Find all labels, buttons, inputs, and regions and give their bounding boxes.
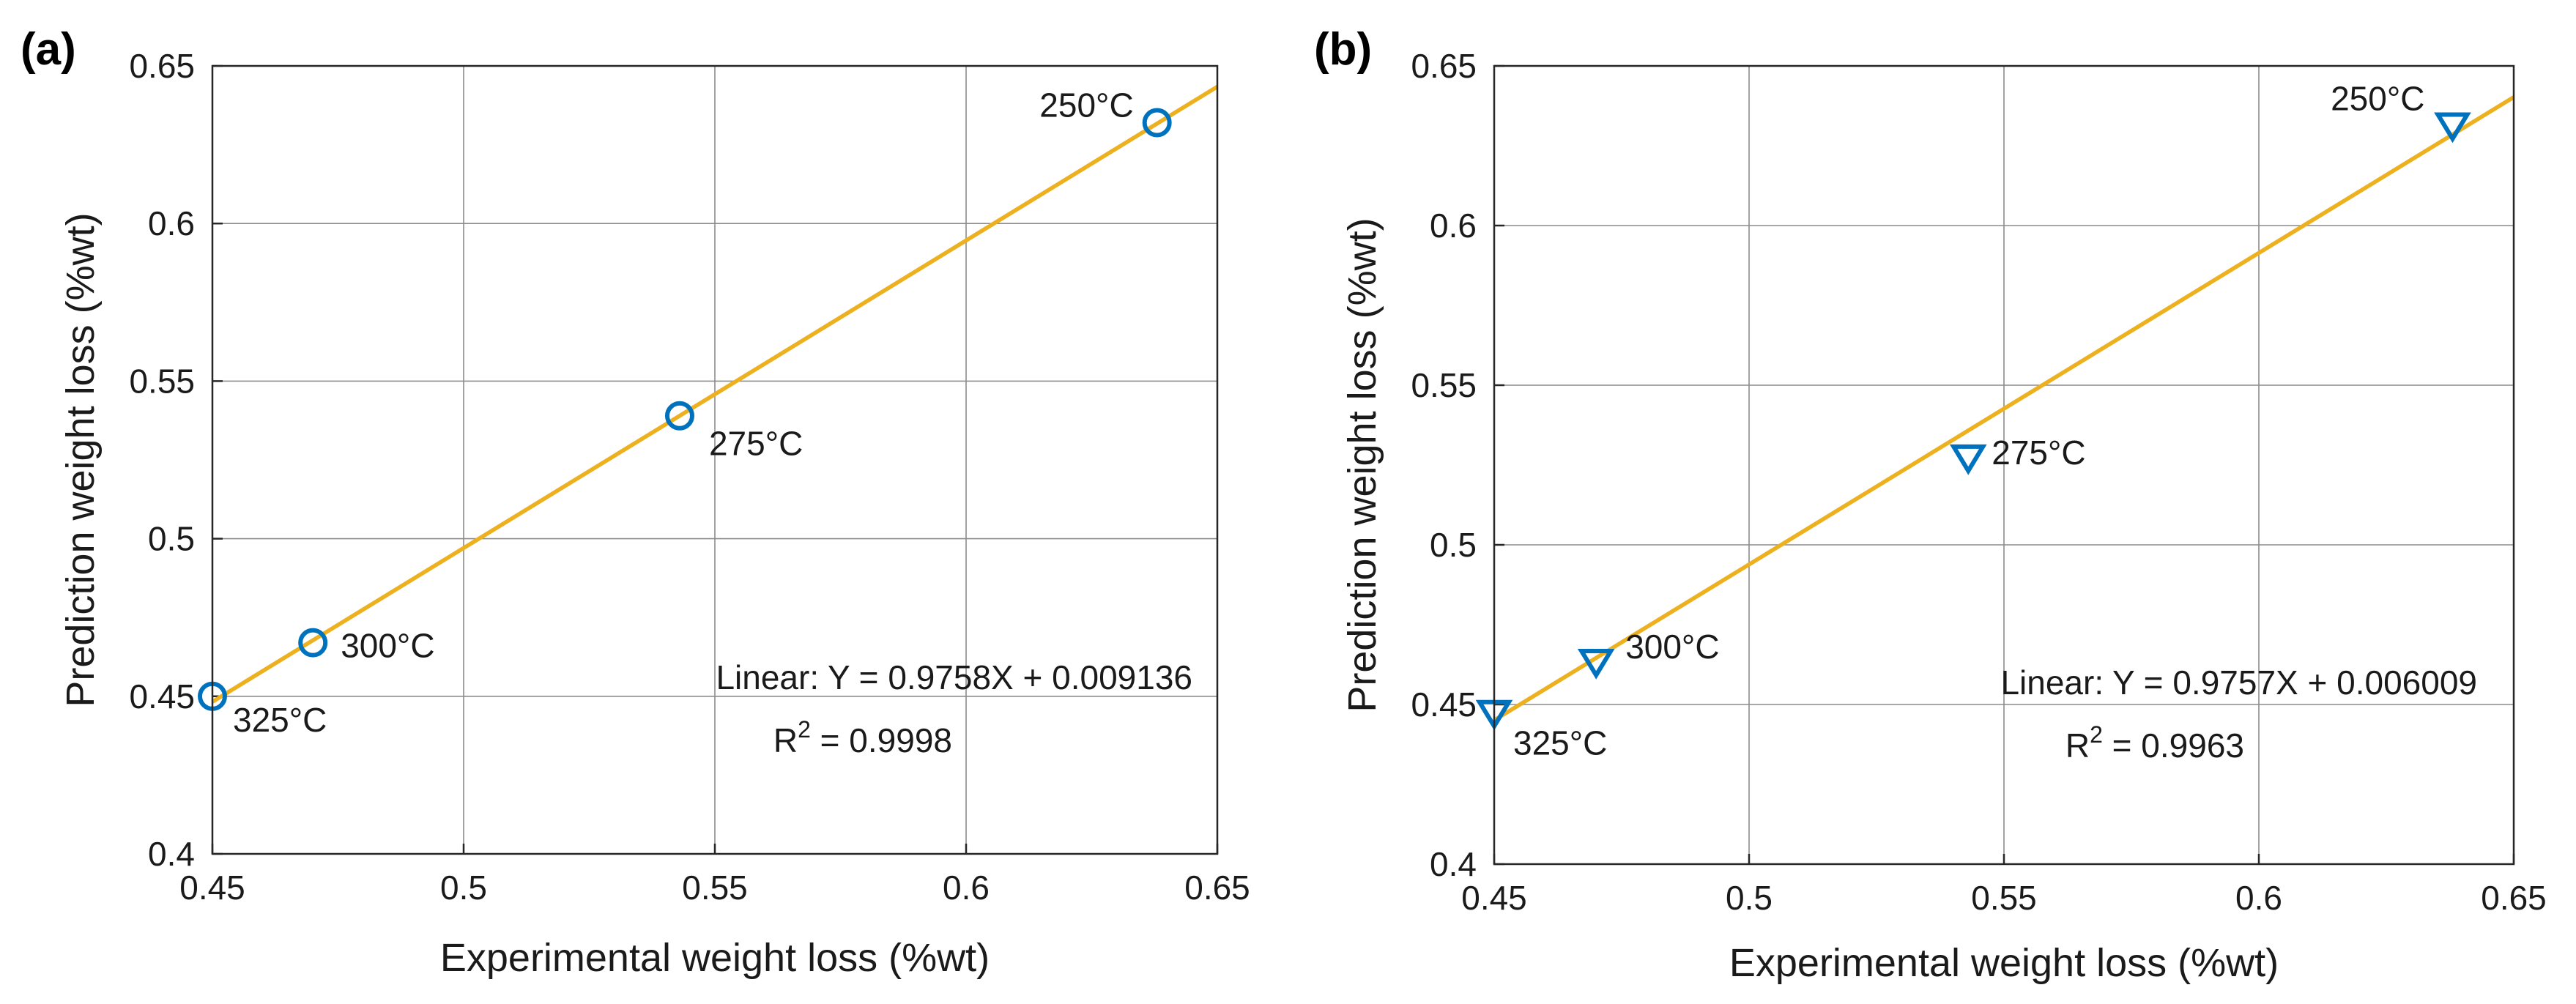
x-tick-label: 0.5 — [440, 869, 487, 907]
data-point — [664, 401, 694, 431]
x-axis-label: Experimental weight loss (%wt) — [1729, 941, 2279, 985]
fit-line — [211, 85, 1219, 704]
y-tick-label: 0.4 — [148, 835, 195, 873]
data-point — [1142, 108, 1172, 138]
point-label: 300°C — [1625, 628, 1719, 666]
point-label: 275°C — [709, 425, 803, 463]
equation-text: Linear: Y = 0.9757X + 0.006009 — [2000, 663, 2477, 702]
y-tick-label: 0.6 — [1430, 207, 1477, 245]
x-tick-labels: 0.45 0.5 0.55 0.6 0.65 — [1461, 879, 2547, 917]
x-tick-label: 0.45 — [179, 869, 245, 907]
point-labels: 250°C 275°C 300°C 325°C — [1513, 79, 2424, 762]
r-squared-sup: 2 — [2090, 721, 2103, 748]
data-point — [1949, 444, 1987, 475]
y-tick-label: 0.5 — [148, 520, 195, 558]
y-tick-label: 0.55 — [1411, 366, 1477, 404]
y-tick-label: 0.45 — [129, 677, 195, 715]
panel-label: (b) — [1314, 24, 1372, 75]
y-tick-labels: 0.4 0.45 0.5 0.55 0.6 0.65 — [129, 47, 195, 873]
x-tick-label: 0.5 — [1726, 879, 1773, 917]
r-squared-value: = 0.9998 — [811, 721, 952, 759]
x-tick-label: 0.65 — [2481, 879, 2547, 917]
x-tick-label: 0.65 — [1184, 869, 1250, 907]
y-axis-label: Prediction weight loss (%wt) — [1340, 217, 1384, 712]
x-axis-label: Experimental weight loss (%wt) — [440, 936, 990, 980]
data-point — [298, 628, 328, 658]
axes-box — [1493, 64, 2515, 866]
x-tick-label: 0.55 — [1971, 879, 2037, 917]
x-tick-label: 0.45 — [1461, 879, 1527, 917]
equation-text: Linear: Y = 0.9758X + 0.009136 — [716, 658, 1192, 696]
y-tick-labels: 0.4 0.45 0.5 0.55 0.6 0.65 — [1411, 47, 1477, 883]
y-tick-label: 0.45 — [1411, 685, 1477, 724]
point-label: 275°C — [1992, 434, 2085, 472]
r-squared-sup: 2 — [798, 716, 811, 743]
data-point — [1577, 648, 1615, 680]
point-labels: 250°C 275°C 300°C 325°C — [233, 86, 1134, 738]
panel-a: (a) 0.45 0.5 0.55 0.6 0.65 0.40.450.50.550.6… — [21, 24, 1250, 980]
panel-b: (b) 0.45 0.5 0.55 0.6 0.65 0.40.450.50.550.6… — [1314, 24, 2547, 985]
point-label: 250°C — [1039, 86, 1133, 124]
point-label: 325°C — [233, 701, 327, 739]
point-label: 300°C — [341, 627, 434, 665]
r-squared-text: R2 = 0.9963 — [2065, 721, 2244, 765]
r-squared-value: = 0.9963 — [2103, 726, 2244, 765]
markers — [198, 108, 1172, 711]
y-tick-label: 0.5 — [1430, 526, 1477, 564]
point-label: 325°C — [1513, 724, 1607, 762]
y-axis-label: Prediction weight loss (%wt) — [59, 212, 103, 707]
data-point — [2434, 112, 2471, 144]
y-tick-label: 0.55 — [129, 362, 195, 400]
r-squared-r: R — [773, 721, 798, 759]
r-squared-text: R2 = 0.9998 — [773, 716, 952, 759]
y-tick-label: 0.4 — [1430, 845, 1477, 883]
x-tick-label: 0.55 — [682, 869, 748, 907]
y-tick-label: 0.6 — [148, 204, 195, 242]
x-tick-label: 0.6 — [2235, 879, 2282, 917]
x-tick-label: 0.6 — [943, 869, 990, 907]
panel-label: (a) — [21, 24, 76, 75]
r-squared-r: R — [2065, 726, 2090, 765]
y-tick-label: 0.65 — [129, 47, 195, 85]
y-tick-label: 0.65 — [1411, 47, 1477, 85]
point-label: 250°C — [2331, 79, 2424, 117]
x-tick-labels: 0.45 0.5 0.55 0.6 0.65 — [179, 869, 1250, 907]
fit-line — [1493, 95, 2515, 722]
axes-box — [211, 64, 1219, 855]
